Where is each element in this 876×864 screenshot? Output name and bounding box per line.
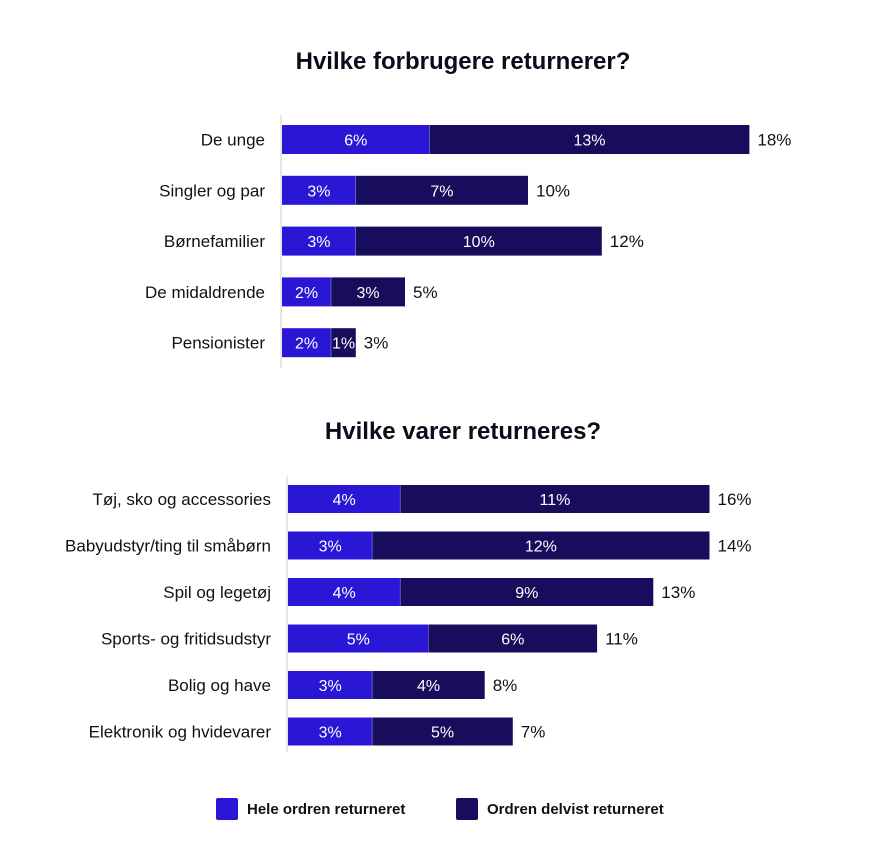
- bar-segment-partial: [400, 578, 654, 606]
- category-label: De unge: [201, 131, 265, 150]
- data-label: 3%: [319, 678, 342, 695]
- data-label: 9%: [515, 585, 538, 602]
- bar-segment-partial: [331, 328, 356, 358]
- category-label: Børnefamilier: [164, 232, 265, 251]
- bar-segment-whole: [288, 671, 373, 699]
- data-label: 10%: [463, 234, 495, 251]
- chart-title-products: Hvilke varer returneres?: [324, 418, 602, 445]
- total-label: 12%: [610, 232, 644, 251]
- total-label: 7%: [521, 723, 546, 742]
- data-label: 2%: [295, 285, 318, 302]
- total-label: 18%: [757, 131, 791, 150]
- category-label: Sports- og fritidsudstyr: [101, 630, 271, 649]
- bar-segment-whole: [288, 624, 429, 653]
- total-label: 3%: [364, 334, 389, 353]
- data-label: 7%: [430, 183, 453, 200]
- category-label: De midaldrende: [145, 283, 265, 302]
- category-label: Bolig og have: [168, 676, 271, 695]
- data-label: 3%: [357, 285, 380, 302]
- total-label: 8%: [493, 676, 518, 695]
- total-label: 14%: [718, 537, 752, 556]
- data-label: 3%: [319, 539, 342, 556]
- data-label: 3%: [307, 183, 330, 200]
- bar-segment-whole: [282, 125, 430, 154]
- category-label: Spil og legetøj: [163, 583, 271, 602]
- bar-segment-whole: [288, 717, 373, 746]
- data-label: 5%: [431, 725, 454, 742]
- category-label: Elektronik og hvidevarer: [89, 723, 272, 742]
- bar-segment-whole: [282, 328, 332, 358]
- bar-segment-partial: [429, 125, 750, 154]
- data-label: 4%: [333, 492, 356, 509]
- category-label: Pensionister: [171, 334, 265, 353]
- bar-segment-partial: [372, 717, 513, 746]
- bar-segment-whole: [282, 277, 332, 307]
- legend-label-whole: Hele ordren returneret: [247, 800, 406, 818]
- data-label: 13%: [573, 133, 605, 150]
- total-label: 11%: [605, 630, 638, 649]
- bar-segment-whole: [288, 578, 401, 606]
- bar-segment-partial: [400, 485, 710, 513]
- category-label: Singler og par: [159, 181, 265, 200]
- legend-swatch-partial: [456, 798, 478, 820]
- chart-title-consumers: Hvilke forbrugere returnerer?: [295, 48, 631, 75]
- data-label: 3%: [307, 234, 330, 251]
- bar-segment-partial: [428, 624, 598, 653]
- data-label: 1%: [332, 336, 355, 353]
- bar-segment-whole: [288, 485, 401, 513]
- data-label: 12%: [525, 539, 557, 556]
- category-label: Tøj, sko og accessories: [92, 490, 271, 509]
- legend-swatch-whole: [216, 798, 238, 820]
- data-label: 11%: [540, 492, 571, 509]
- data-label: 5%: [347, 632, 370, 649]
- data-label: 4%: [333, 585, 356, 602]
- total-label: 5%: [413, 283, 438, 302]
- data-label: 2%: [295, 336, 318, 353]
- bar-segment-whole: [288, 531, 373, 560]
- bar-segment-whole: [282, 175, 356, 205]
- data-label: 4%: [417, 678, 440, 695]
- total-label: 16%: [718, 490, 752, 509]
- data-label: 6%: [344, 133, 367, 150]
- bar-segment-whole: [282, 226, 356, 256]
- bar-segment-partial: [331, 277, 405, 307]
- data-label: 6%: [501, 632, 524, 649]
- data-label: 3%: [319, 725, 342, 742]
- legend-item-whole: Hele ordren returneret: [216, 798, 405, 820]
- bar-segment-partial: [372, 531, 710, 560]
- bar-segment-partial: [355, 226, 602, 256]
- legend: Hele ordren returneret Ordren delvist re…: [0, 798, 876, 824]
- category-label: Babyudstyr/ting til småbørn: [65, 537, 271, 556]
- total-label: 10%: [536, 181, 570, 200]
- total-label: 13%: [661, 583, 695, 602]
- bar-segment-partial: [372, 671, 485, 699]
- legend-item-partial: Ordren delvist returneret: [456, 798, 664, 820]
- bar-segment-partial: [355, 175, 528, 205]
- legend-label-partial: Ordren delvist returneret: [487, 800, 664, 818]
